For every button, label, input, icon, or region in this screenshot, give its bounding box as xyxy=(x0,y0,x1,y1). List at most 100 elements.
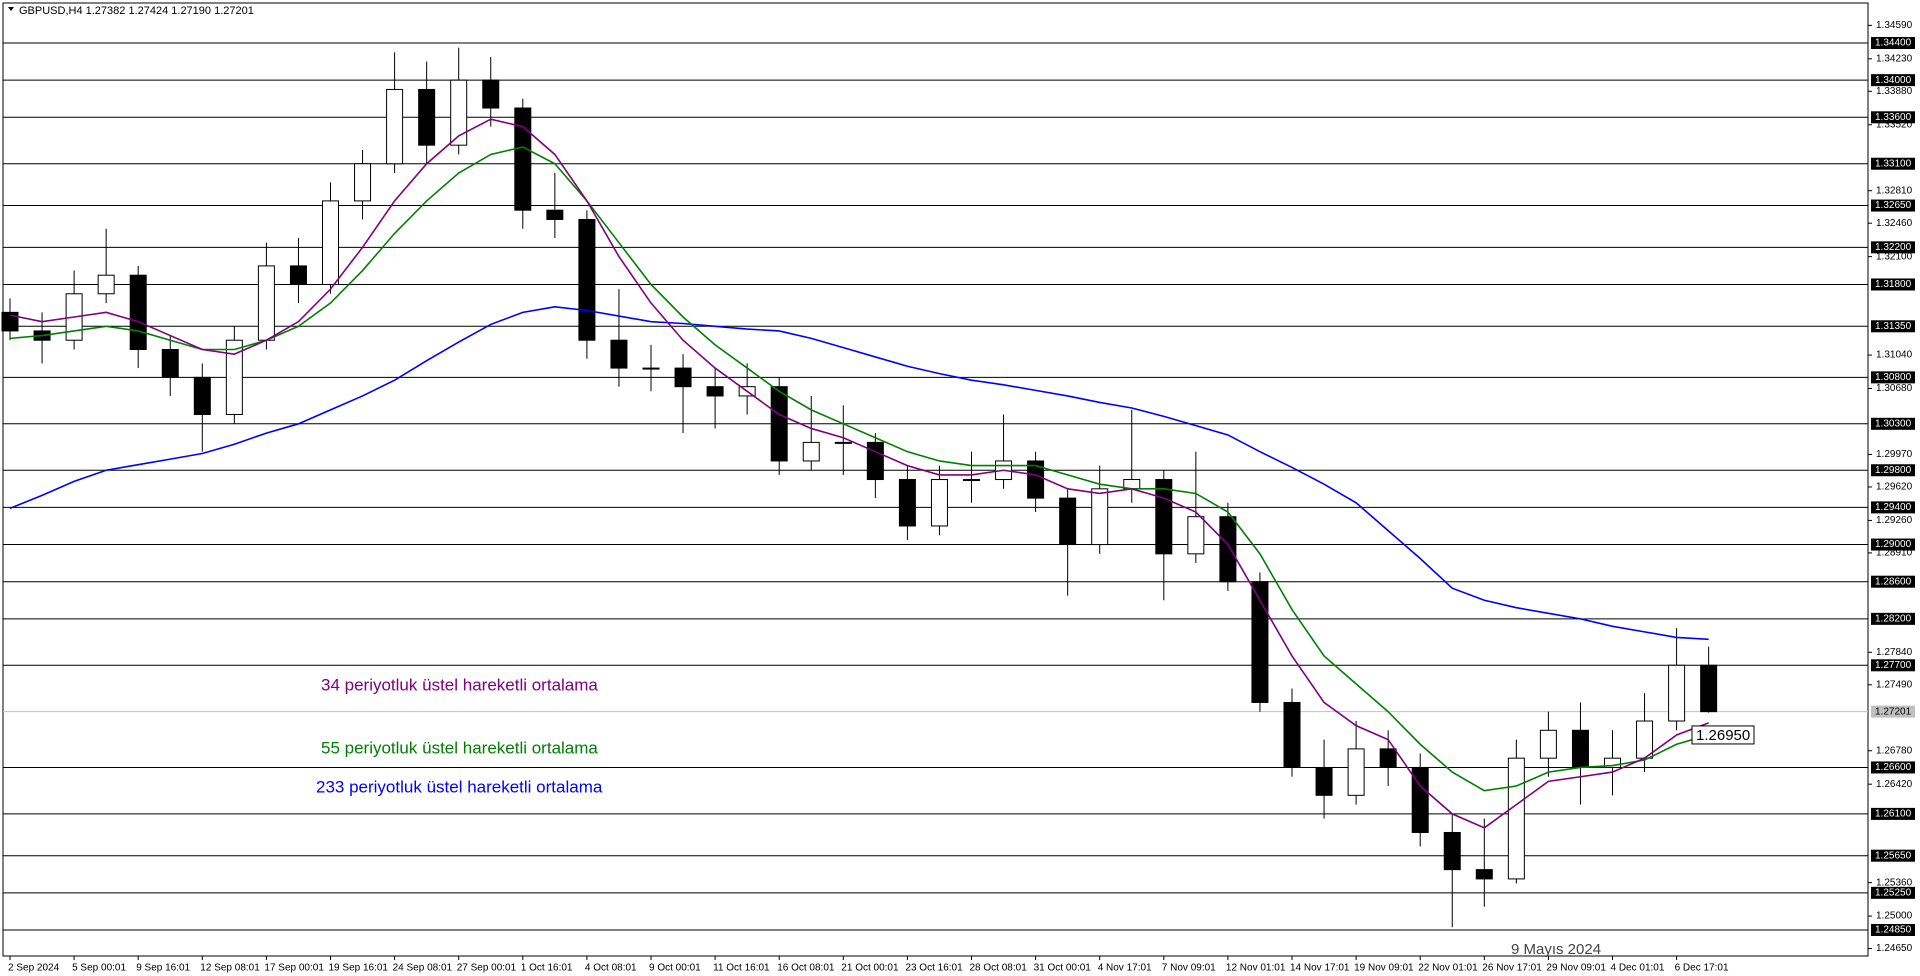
candle xyxy=(1251,572,1269,712)
x-tick-label: 31 Oct 00:01 xyxy=(1034,963,1092,974)
candle-body xyxy=(1091,488,1109,546)
level-label: 1.29800 xyxy=(1875,465,1912,476)
level-label-box xyxy=(1871,886,1915,899)
candle xyxy=(802,395,820,471)
menu-arrow[interactable] xyxy=(8,7,14,11)
candle-body xyxy=(1668,664,1686,722)
x-tick-label: 4 Nov 17:01 xyxy=(1098,963,1152,974)
level-label: 1.26600 xyxy=(1875,762,1912,773)
level-label: 1.32650 xyxy=(1875,200,1912,211)
candle xyxy=(514,98,532,229)
candle xyxy=(1091,465,1109,554)
candle-body xyxy=(1315,766,1333,796)
x-tick-label: 21 Oct 00:01 xyxy=(841,963,899,974)
x-tick-label: 5 Sep 00:01 xyxy=(72,963,126,974)
y-tick-label: 1.29260 xyxy=(1876,515,1913,526)
candle xyxy=(322,182,339,294)
candle xyxy=(930,465,948,536)
x-tick-label: 2 Sep 2024 xyxy=(8,963,60,974)
candle xyxy=(1443,813,1461,928)
level-label-box xyxy=(1871,575,1915,588)
candle-body xyxy=(1604,757,1621,768)
candle xyxy=(834,405,852,475)
candle-body xyxy=(161,349,179,378)
candle-body xyxy=(578,218,596,341)
candle xyxy=(225,326,243,424)
chart-title: GBPUSD,H4 1.27382 1.27424 1.27190 1.2720… xyxy=(19,5,254,17)
level-label: 1.25650 xyxy=(1875,850,1912,861)
ma-annotation: 34 periyotluk üstel hareketli ortalama xyxy=(321,675,598,694)
x-tick-label: 4 Dec 01:01 xyxy=(1611,963,1665,974)
candle-body xyxy=(866,441,884,481)
level-label-box xyxy=(1871,37,1915,50)
candle xyxy=(193,363,211,452)
level-label: 1.34000 xyxy=(1875,75,1912,86)
y-tick-label: 1.34590 xyxy=(1876,20,1913,31)
level-label: 1.29000 xyxy=(1875,539,1912,550)
y-tick-label: 1.27490 xyxy=(1876,679,1913,690)
level-label: 1.28600 xyxy=(1875,576,1912,587)
candle-body xyxy=(450,79,468,146)
x-tick-label: 29 Nov 09:01 xyxy=(1546,963,1606,974)
level-label-box xyxy=(1871,923,1915,936)
y-tick-label: 1.29620 xyxy=(1876,482,1913,493)
level-label-box xyxy=(1871,278,1915,291)
moving-average-line xyxy=(9,118,1709,829)
level-label: 1.34400 xyxy=(1875,38,1912,49)
candle xyxy=(1,298,19,341)
level-label: 1.33600 xyxy=(1875,112,1912,123)
x-tick-label: 7 Nov 09:01 xyxy=(1162,963,1216,974)
candle-body xyxy=(514,107,532,211)
y-tick-label: 1.30680 xyxy=(1876,383,1913,394)
price-box xyxy=(1691,725,1755,745)
candle xyxy=(1219,502,1237,591)
candle-body xyxy=(674,367,692,388)
y-tick-label: 1.26780 xyxy=(1876,745,1913,756)
candle-body xyxy=(354,163,372,202)
candle-body xyxy=(1507,757,1525,880)
level-label-box xyxy=(1871,501,1915,514)
candle-body xyxy=(1571,729,1589,768)
candle xyxy=(1347,721,1365,805)
level-label-box xyxy=(1871,538,1915,551)
candle-body xyxy=(802,441,820,462)
y-tick-label: 1.32810 xyxy=(1876,185,1913,196)
level-label-box xyxy=(1871,111,1915,124)
candle-body xyxy=(1,311,19,332)
candle-body xyxy=(1475,869,1493,880)
x-tick-label: 4 Oct 08:01 xyxy=(585,963,637,974)
y-tick-label: 1.32100 xyxy=(1876,251,1913,262)
candle xyxy=(866,433,884,499)
level-label: 1.27700 xyxy=(1875,660,1912,671)
level-label-box xyxy=(1871,157,1915,170)
candle-body xyxy=(1283,701,1301,768)
candle-body xyxy=(1700,664,1718,713)
level-label: 1.29400 xyxy=(1875,502,1912,513)
candle xyxy=(1668,628,1686,731)
candle-body xyxy=(706,386,724,397)
candle-body xyxy=(1636,720,1654,759)
candle xyxy=(1155,470,1173,601)
candle xyxy=(1187,451,1205,564)
candle-body xyxy=(97,274,115,295)
x-tick-label: 26 Nov 17:01 xyxy=(1482,963,1542,974)
candle-body xyxy=(898,479,916,527)
x-tick-label: 11 Oct 16:01 xyxy=(713,963,770,974)
candle-body xyxy=(1251,581,1269,703)
candle xyxy=(1027,451,1045,513)
y-tick-label: 1.25360 xyxy=(1876,877,1913,888)
candle-body xyxy=(1539,729,1557,759)
ma-annotation: 55 periyotluk üstel hareketli ortalama xyxy=(321,738,598,757)
x-tick-label: 16 Oct 08:01 xyxy=(777,963,835,974)
candle xyxy=(1059,488,1077,596)
x-tick-label: 12 Nov 01:01 xyxy=(1226,963,1286,974)
candle-body xyxy=(225,339,243,416)
level-label: 1.31800 xyxy=(1875,279,1912,290)
y-tick-label: 1.34230 xyxy=(1876,53,1913,64)
candle xyxy=(546,173,564,239)
level-label: 1.31350 xyxy=(1875,321,1912,332)
candle-body xyxy=(257,265,275,341)
overlay-text: 9 Mayıs 2024 xyxy=(1511,941,1601,958)
candle-body xyxy=(1155,479,1173,555)
